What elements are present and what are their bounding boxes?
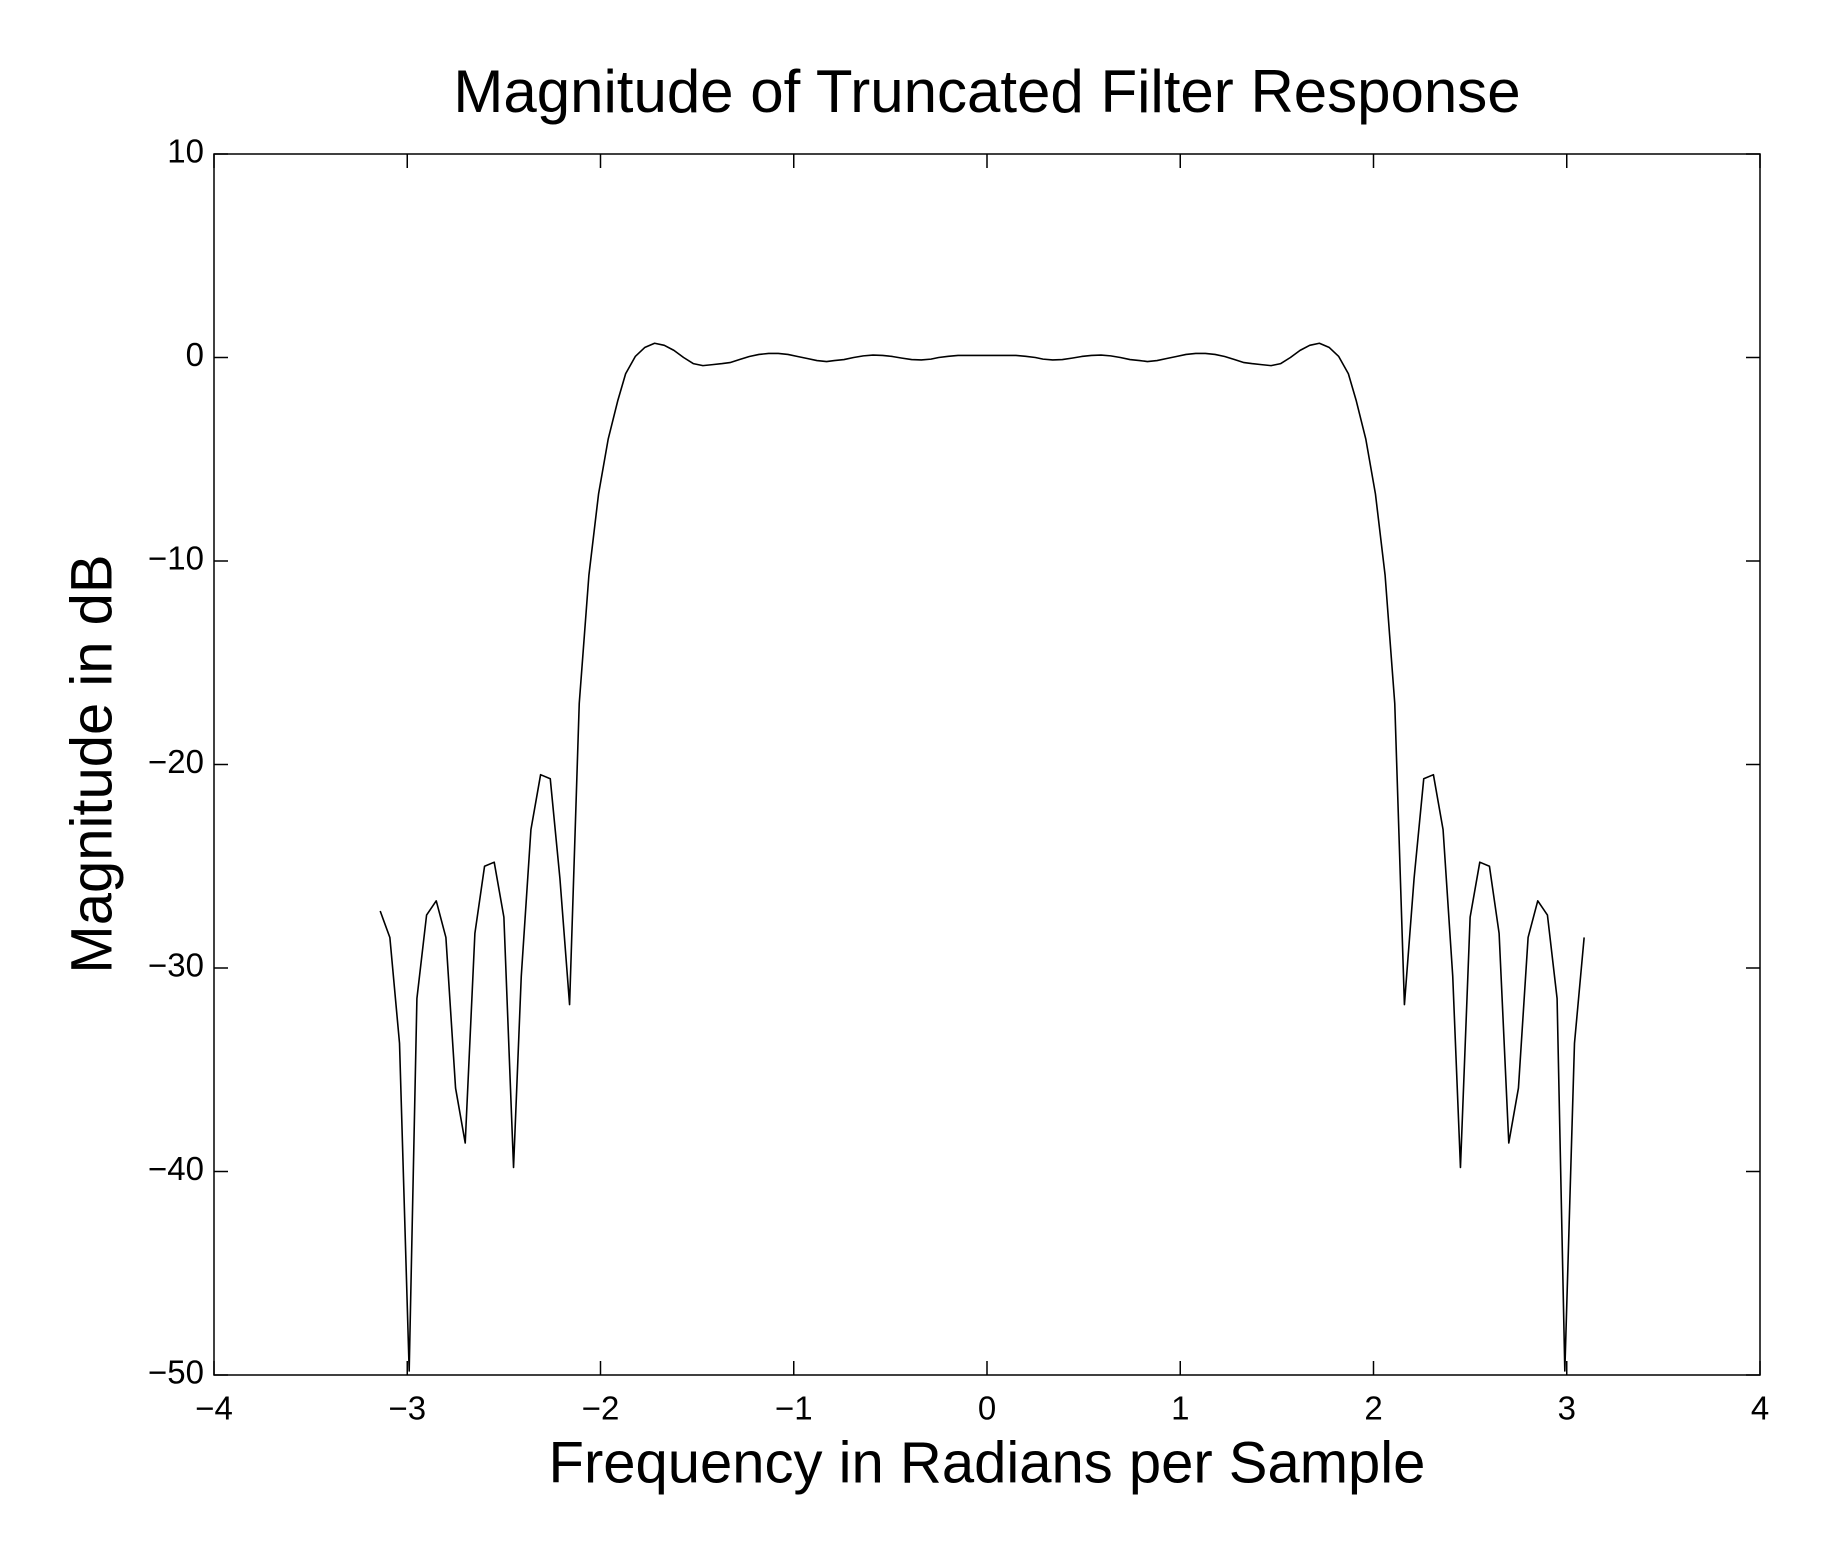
y-tick-label: −20 bbox=[148, 743, 204, 780]
y-tick-label: −30 bbox=[148, 947, 204, 984]
x-tick-label: 0 bbox=[978, 1390, 996, 1427]
data-line bbox=[379, 342, 1585, 1372]
y-tick-label: 10 bbox=[167, 133, 204, 170]
x-tick-label: −1 bbox=[775, 1390, 813, 1427]
y-tick-label: −10 bbox=[148, 540, 204, 577]
chart-title: Magnitude of Truncated Filter Response bbox=[453, 58, 1520, 125]
y-tick-label: −40 bbox=[148, 1150, 204, 1187]
x-tick-label: 4 bbox=[1751, 1390, 1769, 1427]
x-tick-label: −2 bbox=[582, 1390, 620, 1427]
y-tick-label: −50 bbox=[148, 1354, 204, 1391]
x-tick-label: 2 bbox=[1364, 1390, 1382, 1427]
x-tick-label: 3 bbox=[1558, 1390, 1576, 1427]
y-tick-label: 0 bbox=[186, 336, 204, 373]
x-axis-label: Frequency in Radians per Sample bbox=[549, 1430, 1426, 1495]
y-axis-label: Magnitude in dB bbox=[59, 554, 124, 973]
x-tick-label: −4 bbox=[195, 1390, 233, 1427]
x-tick-label: 1 bbox=[1171, 1390, 1189, 1427]
x-tick-label: −3 bbox=[388, 1390, 426, 1427]
